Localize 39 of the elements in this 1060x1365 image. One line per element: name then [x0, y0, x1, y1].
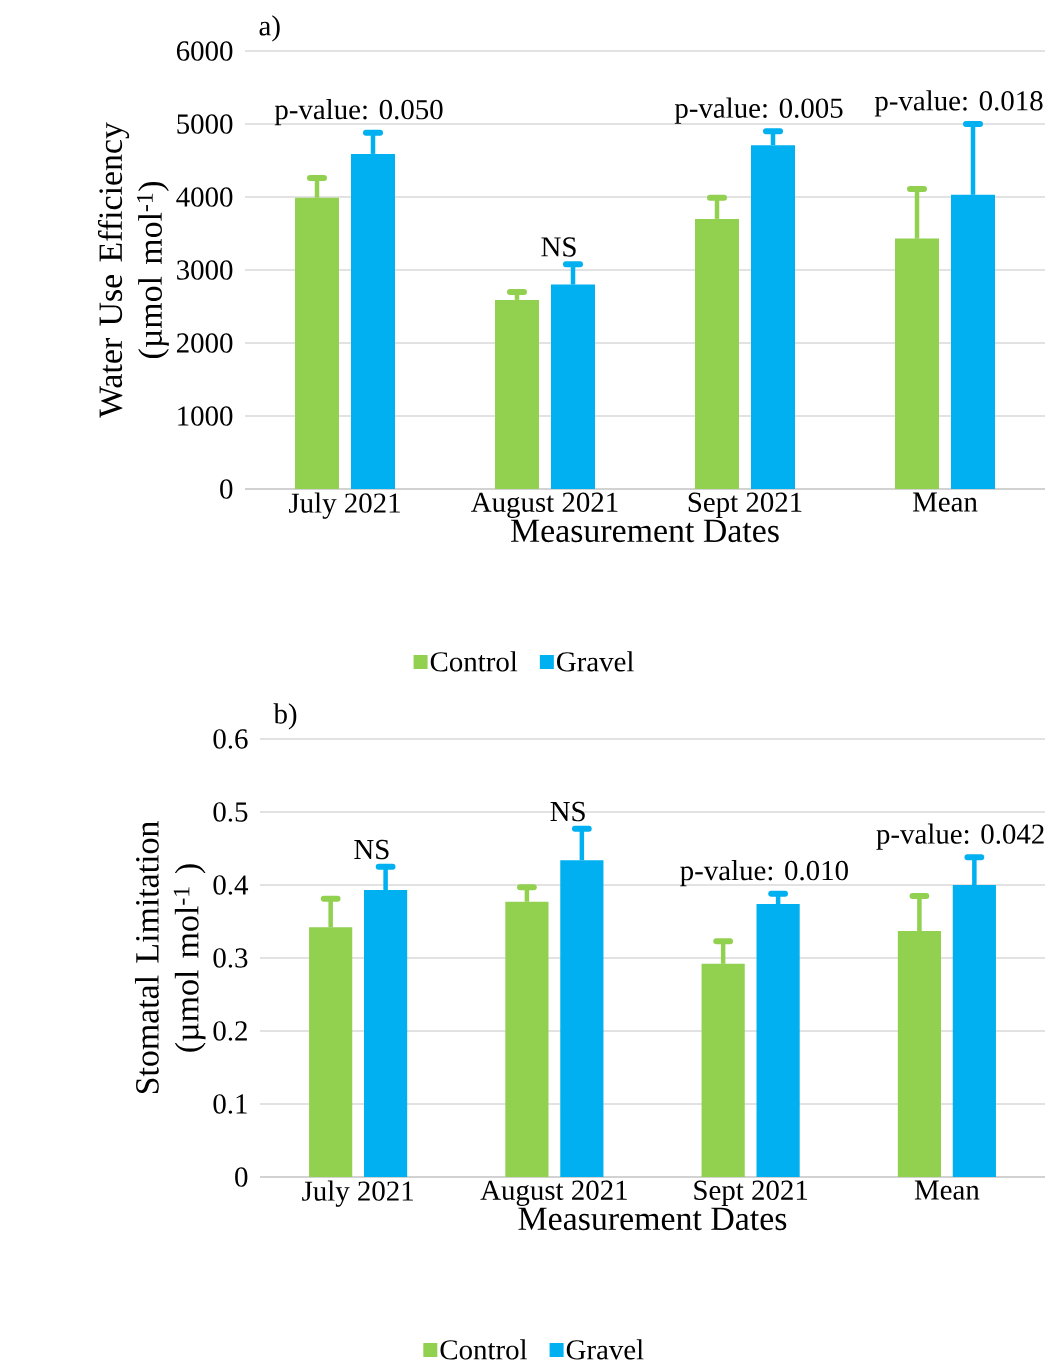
- annotation: p-value: 0.018: [874, 90, 1043, 117]
- x-tick-label: August 2021: [480, 1180, 627, 1206]
- y-tick-label: 0.6: [213, 729, 248, 749]
- x-axis-title: Measurement Dates: [511, 519, 779, 543]
- annotation: p-value: 0.050: [274, 99, 443, 126]
- annotation: NS: [541, 237, 576, 257]
- y-tick-label: 0.5: [213, 802, 248, 822]
- bar: [495, 299, 539, 489]
- annotation: p-value: 0.042: [876, 823, 1044, 850]
- annotation: p-value: 0.005: [674, 97, 843, 124]
- x-tick-label: Sept 2021: [694, 1180, 808, 1206]
- chart-title: a): [259, 15, 280, 42]
- annotation: p-value: 0.010: [680, 860, 848, 887]
- y-tick-label: 5000: [177, 114, 233, 134]
- chart-title: b): [273, 703, 297, 730]
- y-tick-label: 0: [235, 1167, 248, 1187]
- x-tick-label: Mean: [914, 1180, 980, 1200]
- x-tick-label: August 2021: [471, 492, 618, 518]
- y-tick-label: 6000: [176, 41, 233, 61]
- y-tick-label: 2000: [176, 333, 233, 353]
- x-axis-title: Measurement Dates: [518, 1207, 787, 1231]
- annotation: NS: [354, 839, 389, 860]
- y-tick-label: 3000: [177, 260, 233, 280]
- annotation: NS: [550, 801, 585, 822]
- x-tick-label: July 2021: [302, 1180, 413, 1207]
- y-tick-label: 0.1: [213, 1094, 247, 1114]
- y-tick-label: 0.4: [213, 875, 249, 895]
- x-tick-label: July 2021: [289, 492, 400, 519]
- legend-label: Gravel: [566, 1339, 644, 1360]
- y-tick-label: 4000: [176, 187, 233, 207]
- x-tick-label: Mean: [912, 492, 978, 512]
- x-tick-label: Sept 2021: [688, 492, 802, 518]
- y-tick-label: 1000: [178, 406, 233, 426]
- legend-label: Gravel: [557, 651, 634, 672]
- y-tick-label: 0: [220, 479, 233, 499]
- legend-label: Control: [430, 651, 518, 672]
- y-tick-label: 0.2: [213, 1021, 247, 1041]
- y-tick-label: 0.3: [213, 948, 248, 968]
- legend-label: Control: [440, 1339, 528, 1360]
